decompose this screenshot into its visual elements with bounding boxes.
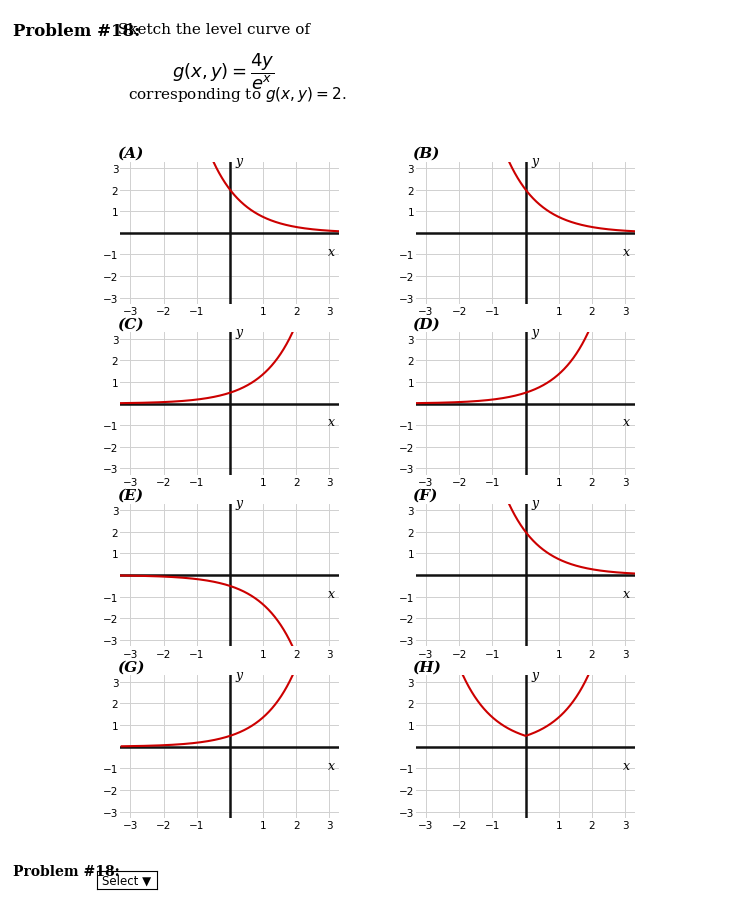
Text: x: x — [328, 416, 334, 429]
Text: y: y — [236, 155, 243, 168]
Text: corresponding to $g(x, y) = 2$.: corresponding to $g(x, y) = 2$. — [128, 85, 346, 104]
Text: y: y — [531, 497, 539, 510]
Text: y: y — [236, 497, 243, 510]
Text: y: y — [531, 155, 539, 168]
Text: (A): (A) — [117, 146, 143, 161]
Text: y: y — [531, 668, 539, 681]
Text: x: x — [328, 587, 334, 601]
Text: Sketch the level curve of: Sketch the level curve of — [113, 23, 310, 37]
Text: (E): (E) — [117, 488, 143, 502]
Text: (F): (F) — [412, 488, 438, 502]
Text: x: x — [623, 759, 630, 772]
Text: x: x — [623, 245, 630, 259]
Text: (B): (B) — [412, 146, 439, 161]
Text: y: y — [236, 326, 243, 338]
Text: y: y — [531, 326, 539, 338]
Text: Problem #18:: Problem #18: — [13, 863, 120, 878]
Text: y: y — [236, 668, 243, 681]
Text: (G): (G) — [117, 659, 145, 674]
Text: x: x — [328, 759, 334, 772]
Text: Problem #18:: Problem #18: — [13, 23, 140, 40]
Text: $g(x, y) = \dfrac{4y}{e^x}$: $g(x, y) = \dfrac{4y}{e^x}$ — [172, 51, 274, 92]
Text: x: x — [623, 416, 630, 429]
Text: Select ▼: Select ▼ — [102, 874, 151, 887]
Text: (H): (H) — [412, 659, 442, 674]
Text: (D): (D) — [412, 317, 440, 331]
Text: x: x — [623, 587, 630, 601]
Text: x: x — [328, 245, 334, 259]
Text: (C): (C) — [117, 317, 143, 331]
